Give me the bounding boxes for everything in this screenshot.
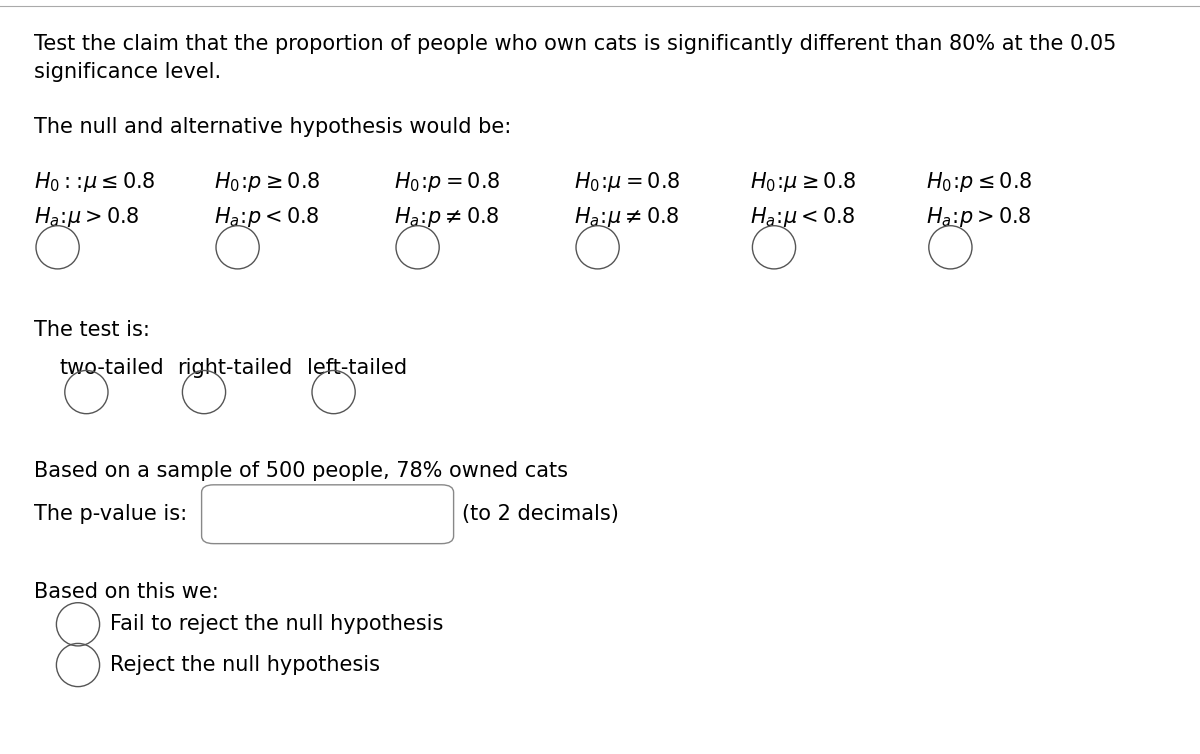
Text: two-tailed: two-tailed <box>60 358 164 379</box>
Text: Fail to reject the null hypothesis: Fail to reject the null hypothesis <box>110 615 444 634</box>
Text: (to 2 decimals): (to 2 decimals) <box>462 504 619 524</box>
Text: $H_a\!:\!p \neq 0.8$: $H_a\!:\!p \neq 0.8$ <box>394 205 499 229</box>
Text: $H_0:\!:\!\mu \leq 0.8$: $H_0:\!:\!\mu \leq 0.8$ <box>34 170 155 194</box>
Text: $H_a\!:\!\mu \neq 0.8$: $H_a\!:\!\mu \neq 0.8$ <box>574 205 679 229</box>
Text: $H_0\!:\!\mu = 0.8$: $H_0\!:\!\mu = 0.8$ <box>574 170 679 194</box>
Text: left-tailed: left-tailed <box>307 358 407 379</box>
Text: Based on this we:: Based on this we: <box>34 582 218 602</box>
Text: $H_0\!:\!p \geq 0.8$: $H_0\!:\!p \geq 0.8$ <box>214 170 319 194</box>
Text: The test is:: The test is: <box>34 320 150 341</box>
Text: $H_0\!:\!\mu \geq 0.8$: $H_0\!:\!\mu \geq 0.8$ <box>750 170 856 194</box>
Text: Test the claim that the proportion of people who own cats is significantly diffe: Test the claim that the proportion of pe… <box>34 34 1116 82</box>
Text: $H_a\!:\!\mu > 0.8$: $H_a\!:\!\mu > 0.8$ <box>34 205 139 229</box>
Text: The null and alternative hypothesis would be:: The null and alternative hypothesis woul… <box>34 117 511 137</box>
Text: Based on a sample of 500 people, 78% owned cats: Based on a sample of 500 people, 78% own… <box>34 461 568 482</box>
Text: $H_a\!:\!p > 0.8$: $H_a\!:\!p > 0.8$ <box>926 205 1032 229</box>
Text: $H_0\!:\!p = 0.8$: $H_0\!:\!p = 0.8$ <box>394 170 499 194</box>
Text: $H_0\!:\!p \leq 0.8$: $H_0\!:\!p \leq 0.8$ <box>926 170 1032 194</box>
Text: $H_a\!:\!\mu < 0.8$: $H_a\!:\!\mu < 0.8$ <box>750 205 856 229</box>
Text: The p-value is:: The p-value is: <box>34 504 187 524</box>
Text: $H_a\!:\!p < 0.8$: $H_a\!:\!p < 0.8$ <box>214 205 319 229</box>
Text: Reject the null hypothesis: Reject the null hypothesis <box>110 655 380 675</box>
Text: right-tailed: right-tailed <box>178 358 293 379</box>
